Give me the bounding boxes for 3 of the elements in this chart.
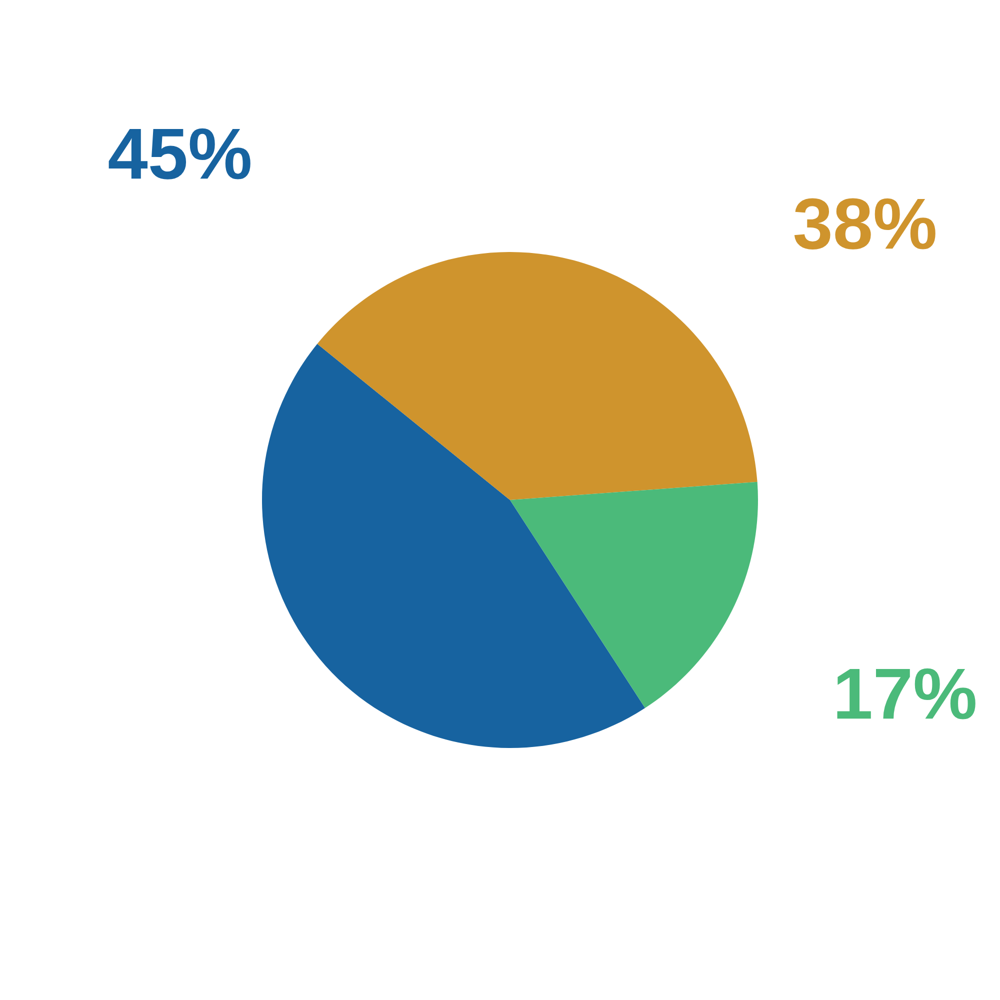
data-label: 38% [794,198,936,250]
data-label: 17% [837,668,976,720]
data-label: 45% [108,128,250,180]
